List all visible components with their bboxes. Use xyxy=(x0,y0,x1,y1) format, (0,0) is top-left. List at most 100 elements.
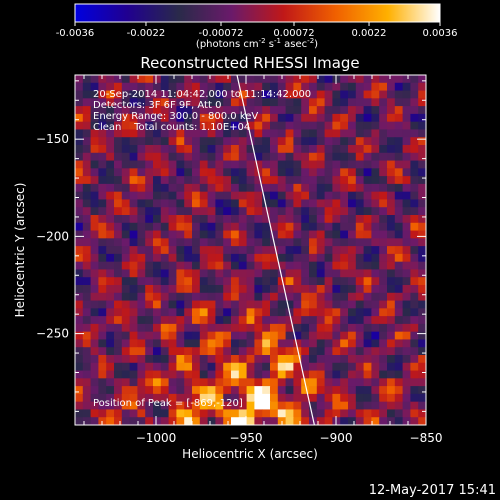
heatmap-cell xyxy=(215,401,224,411)
heatmap-cell xyxy=(199,378,209,387)
heatmap-cell xyxy=(387,215,396,224)
heatmap-cell xyxy=(114,277,123,286)
heatmap-cell xyxy=(114,207,123,216)
heatmap-cell xyxy=(137,285,146,294)
heatmap-cell xyxy=(90,129,99,138)
heatmap-cell xyxy=(332,261,341,271)
heatmap-cell xyxy=(363,207,372,216)
heatmap-cell xyxy=(332,90,341,99)
heatmap-cell xyxy=(168,253,177,263)
heatmap-cell xyxy=(238,230,248,239)
heatmap-cell xyxy=(402,75,411,84)
heatmap-cell xyxy=(153,339,162,348)
heatmap-cell xyxy=(176,253,185,263)
heatmap-cell xyxy=(363,129,372,138)
heatmap-cell xyxy=(355,261,365,271)
heatmap-cell xyxy=(153,106,162,115)
heatmap-cell xyxy=(309,230,318,239)
heatmap-cell xyxy=(90,355,99,364)
heatmap-cell xyxy=(184,370,193,379)
heatmap-cell xyxy=(199,191,209,201)
heatmap-cell xyxy=(176,246,185,255)
heatmap-cell xyxy=(418,160,426,169)
heatmap-cell xyxy=(270,246,279,255)
heatmap-cell xyxy=(246,393,255,403)
heatmap-cell xyxy=(316,90,326,99)
heatmap-cell xyxy=(106,75,115,84)
heatmap-cell xyxy=(285,292,294,302)
heatmap-cell xyxy=(106,347,115,356)
heatmap-cell xyxy=(340,230,349,239)
heatmap-cell xyxy=(223,316,232,325)
heatmap-cell xyxy=(199,246,209,255)
heatmap-cell xyxy=(137,90,146,99)
heatmap-cell xyxy=(184,362,193,372)
heatmap-cell xyxy=(223,207,232,216)
heatmap-cell xyxy=(145,386,154,395)
heatmap-cell xyxy=(160,75,170,84)
heatmap-cell xyxy=(129,339,138,348)
heatmap-cell xyxy=(324,207,333,216)
heatmap-cell xyxy=(309,75,318,84)
heatmap-cell xyxy=(238,82,248,92)
heatmap-cell xyxy=(184,393,193,403)
heatmap-cell xyxy=(176,222,185,232)
heatmap-cell xyxy=(82,90,92,99)
heatmap-cell xyxy=(129,300,138,309)
heatmap-cell xyxy=(160,168,170,177)
heatmap-cell xyxy=(129,417,138,425)
heatmap-cell xyxy=(82,323,92,333)
heatmap-cell xyxy=(418,82,426,92)
heatmap-cell xyxy=(129,191,138,201)
heatmap-cell xyxy=(106,215,115,224)
heatmap-cell xyxy=(160,129,170,138)
heatmap-cell xyxy=(418,113,426,123)
heatmap-cell xyxy=(207,323,216,333)
heatmap-cell xyxy=(324,409,333,418)
heatmap-cell xyxy=(153,82,162,92)
heatmap-cell xyxy=(402,121,411,131)
heatmap-cell xyxy=(184,277,193,286)
heatmap-cell xyxy=(98,277,107,286)
heatmap-cell xyxy=(199,121,209,131)
heatmap-cell xyxy=(371,106,380,115)
heatmap-cell xyxy=(75,370,84,379)
heatmap-cell xyxy=(231,168,240,177)
heatmap-cell xyxy=(410,215,419,224)
heatmap-cell xyxy=(293,339,302,348)
heatmap-cell xyxy=(153,168,162,177)
heatmap-cell xyxy=(114,401,123,411)
heatmap-cell xyxy=(270,113,279,123)
heatmap-cell xyxy=(316,401,326,411)
heatmap-cell xyxy=(340,323,349,333)
heatmap-cell xyxy=(348,261,357,271)
heatmap-cell xyxy=(223,323,232,333)
heatmap-cell xyxy=(387,75,396,84)
heatmap-cell xyxy=(231,362,240,372)
heatmap-cell xyxy=(153,90,162,99)
heatmap-cell xyxy=(223,98,232,107)
heatmap-cell xyxy=(332,222,341,232)
heatmap-cell xyxy=(316,215,326,224)
heatmap-cell xyxy=(277,386,287,395)
heatmap-cell xyxy=(215,253,224,263)
heatmap-cell xyxy=(270,152,279,162)
heatmap-cell xyxy=(402,308,411,317)
heatmap-cell xyxy=(231,378,240,387)
heatmap-cell xyxy=(231,137,240,146)
heatmap-cell xyxy=(121,160,131,169)
heatmap-cell xyxy=(90,82,99,92)
heatmap-cell xyxy=(285,316,294,325)
heatmap-cell xyxy=(301,75,310,84)
heatmap-cell xyxy=(168,261,177,271)
heatmap-cell xyxy=(184,292,193,302)
heatmap-cell xyxy=(309,316,318,325)
heatmap-cell xyxy=(394,215,404,224)
heatmap-cell xyxy=(114,285,123,294)
heatmap-cell xyxy=(387,191,396,201)
heatmap-cell xyxy=(176,129,185,138)
heatmap-cell xyxy=(270,378,279,387)
heatmap-cell xyxy=(371,145,380,154)
heatmap-cell xyxy=(199,75,209,84)
heatmap-cell xyxy=(363,323,372,333)
